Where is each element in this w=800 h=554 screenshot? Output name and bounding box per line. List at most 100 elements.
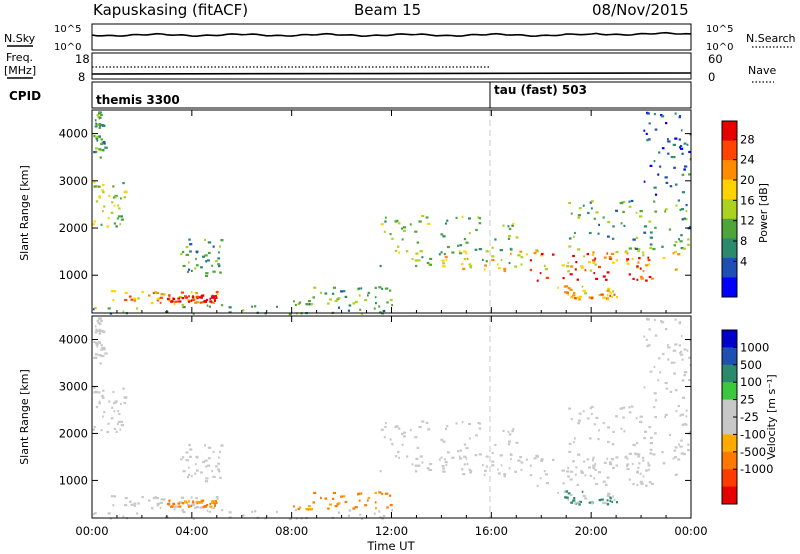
power-colorbar-swatch xyxy=(722,160,737,181)
velocity-cell xyxy=(588,466,591,469)
power-cell xyxy=(478,217,482,220)
velocity-cell xyxy=(189,448,193,451)
power-cell xyxy=(123,190,126,193)
velocity-cell xyxy=(206,509,209,512)
velocity-ytick: 2000 xyxy=(59,426,88,440)
power-cell xyxy=(562,277,565,280)
power-cell xyxy=(189,243,193,246)
power-cell xyxy=(682,247,686,250)
nsearch-label: N.Search xyxy=(746,32,796,45)
power-cell xyxy=(214,299,216,302)
velocity-cell xyxy=(561,469,565,472)
nsky-tick-bottom: 10^0 xyxy=(54,42,81,53)
power-cell xyxy=(649,246,653,250)
power-cell xyxy=(606,252,609,255)
power-cell xyxy=(99,156,102,159)
power-cell xyxy=(589,269,593,272)
velocity-cell xyxy=(207,446,212,449)
power-cell xyxy=(687,238,690,241)
power-cell xyxy=(379,311,382,314)
velocity-cell xyxy=(580,470,584,473)
velocity-cell xyxy=(373,512,376,515)
power-cell xyxy=(628,273,631,276)
velocity-cell xyxy=(194,501,196,504)
velocity-cell xyxy=(625,455,628,458)
power-cell xyxy=(669,185,673,188)
velocity-cell xyxy=(97,391,101,394)
velocity-cell xyxy=(626,457,629,460)
power-cell xyxy=(95,150,98,153)
power-cell xyxy=(96,113,99,116)
power-cell xyxy=(626,259,629,262)
velocity-cell xyxy=(178,501,183,504)
velocity-cell xyxy=(445,427,448,431)
power-cell xyxy=(642,254,645,257)
velocity-cell xyxy=(101,394,104,397)
power-cell xyxy=(211,296,213,299)
power-cell xyxy=(305,303,308,306)
velocity-cell xyxy=(170,505,173,508)
velocity-cell xyxy=(683,422,686,426)
velocity-cell xyxy=(602,421,605,425)
velocity-colorbar-swatch xyxy=(722,330,737,348)
velocity-cell xyxy=(102,415,104,418)
power-cell xyxy=(253,305,257,308)
velocity-cell xyxy=(458,455,461,458)
power-colorbar-tick: 12 xyxy=(740,214,755,228)
velocity-cell xyxy=(649,452,653,455)
power-cell xyxy=(195,257,197,261)
power-cell xyxy=(485,250,489,253)
power-cell xyxy=(195,292,198,295)
velocity-cell xyxy=(219,450,221,453)
velocity-cell xyxy=(205,465,208,468)
velocity-cell xyxy=(130,503,134,506)
xaxis-tick: 00:00 xyxy=(674,524,707,538)
power-cell xyxy=(100,124,104,127)
velocity-cell xyxy=(587,417,590,420)
velocity-cell xyxy=(645,469,649,472)
power-cell xyxy=(113,222,117,225)
velocity-cell xyxy=(608,461,612,464)
velocity-colorbar-swatch xyxy=(722,469,737,488)
velocity-cell xyxy=(628,452,632,455)
nsky-label: N.Sky xyxy=(4,32,36,45)
power-cell xyxy=(458,250,461,253)
velocity-cell xyxy=(586,458,590,461)
velocity-cell xyxy=(215,465,218,468)
power-cell xyxy=(181,304,184,307)
velocity-cell xyxy=(540,458,544,461)
power-cell xyxy=(648,122,651,125)
velocity-cell xyxy=(568,442,572,445)
velocity-cell xyxy=(573,497,576,500)
velocity-cell xyxy=(662,462,666,465)
power-cell xyxy=(374,296,377,299)
power-cell xyxy=(592,259,596,262)
velocity-cell xyxy=(156,504,159,507)
power-cell xyxy=(384,220,387,223)
velocity-cell xyxy=(196,502,199,505)
velocity-cell xyxy=(177,502,181,505)
cpid-mode-2: tau (fast) 503 xyxy=(494,83,587,97)
velocity-ytick: 4000 xyxy=(59,332,88,346)
power-cell xyxy=(445,222,448,225)
power-cell xyxy=(375,302,377,305)
power-cell xyxy=(620,222,623,225)
velocity-cell xyxy=(607,492,611,495)
power-cell xyxy=(646,112,650,115)
velocity-cell xyxy=(639,420,643,423)
velocity-cell xyxy=(677,458,681,461)
velocity-cell xyxy=(475,434,478,437)
velocity-cell xyxy=(331,497,335,500)
power-cell xyxy=(478,222,482,225)
power-cell xyxy=(384,287,389,290)
power-cell xyxy=(446,219,449,222)
velocity-cell xyxy=(647,464,651,467)
velocity-cell xyxy=(100,330,104,333)
power-cell xyxy=(673,244,676,247)
xaxis-label: Time UT xyxy=(366,539,415,553)
power-cell xyxy=(622,210,625,213)
velocity-cell xyxy=(195,505,200,509)
power-cell xyxy=(98,122,102,126)
power-cell xyxy=(594,257,597,260)
power-cell xyxy=(605,278,608,281)
